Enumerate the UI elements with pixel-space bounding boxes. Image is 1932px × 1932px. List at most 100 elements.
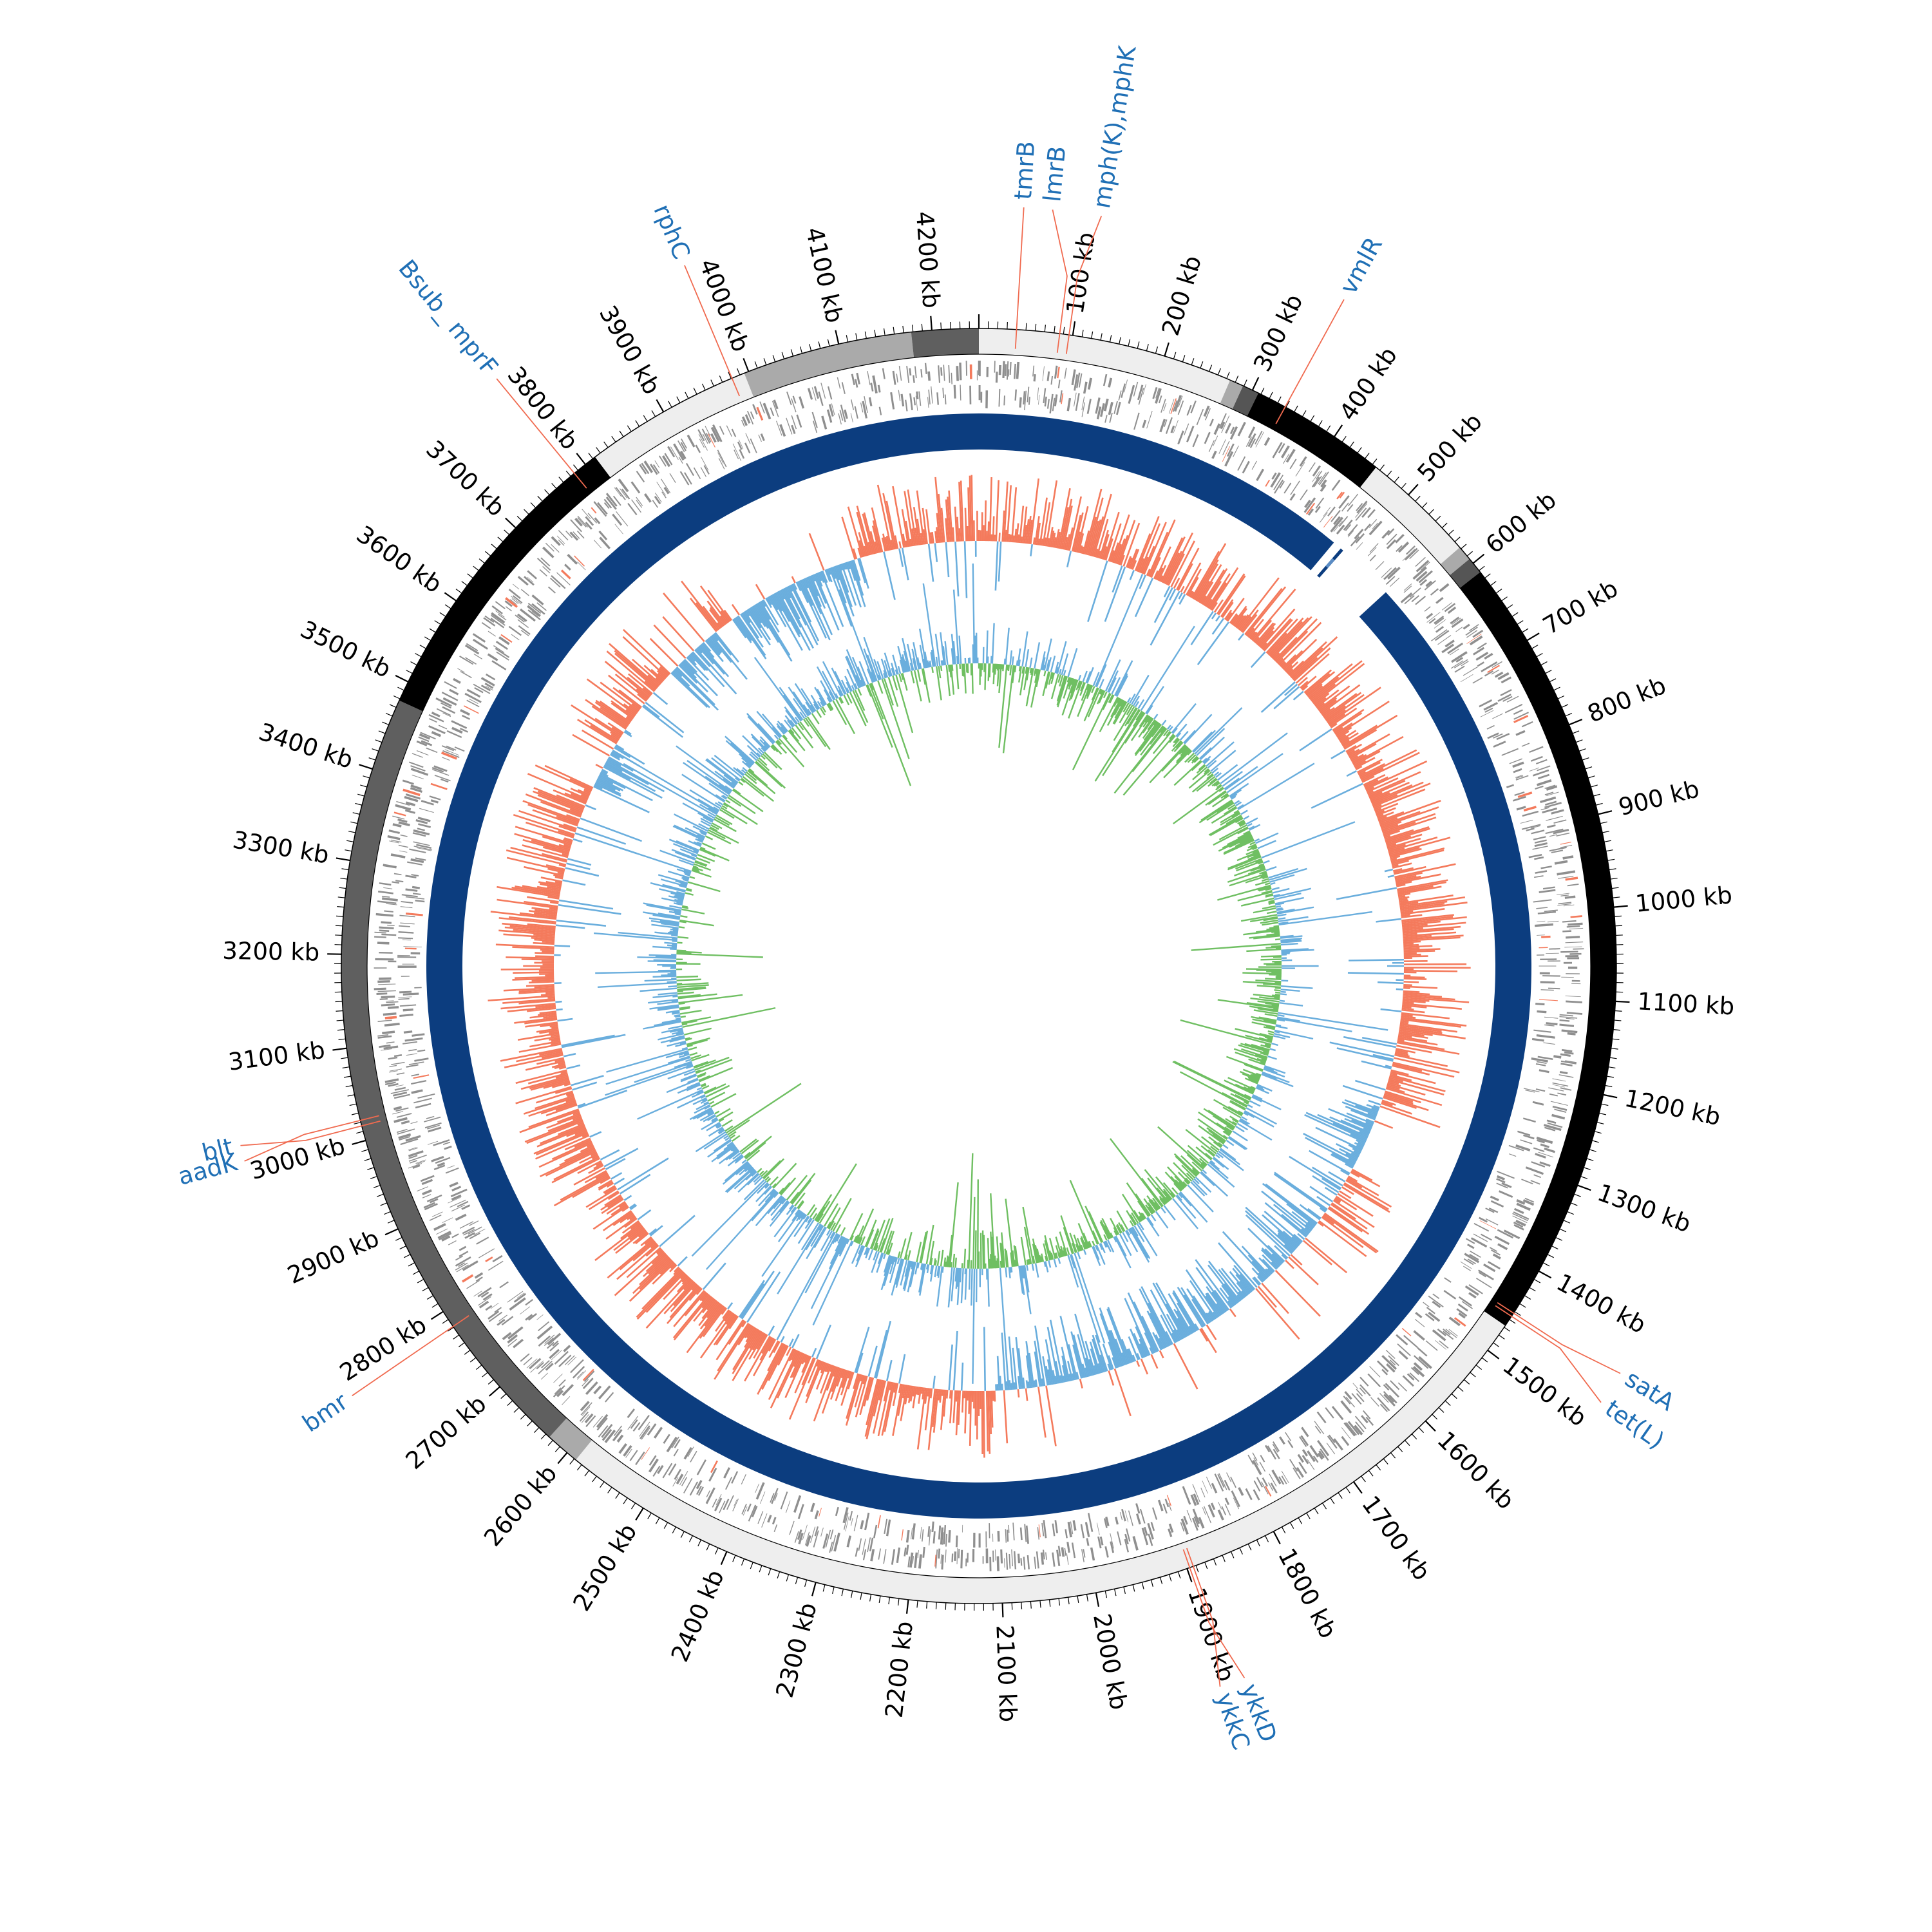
gc-skew-bar xyxy=(1198,1112,1231,1135)
feature-block xyxy=(455,1213,467,1221)
feature-block xyxy=(1302,1455,1309,1464)
gc-skew-bar xyxy=(772,1162,797,1189)
feature-block xyxy=(696,1459,706,1475)
feature-block xyxy=(821,415,828,430)
gc-content-bar xyxy=(1371,1107,1379,1112)
minor-tick xyxy=(1294,405,1298,412)
tick-label: 1800 kb xyxy=(1273,1544,1342,1643)
feature-block xyxy=(657,1464,664,1474)
feature-block xyxy=(397,965,417,968)
gc-content-bar xyxy=(1324,1186,1338,1196)
gc-content-bar xyxy=(1388,837,1438,852)
feature-block xyxy=(1544,909,1558,913)
gc-content-bar xyxy=(1091,516,1104,557)
gc-content-bar xyxy=(1042,502,1051,546)
gc-content-bar xyxy=(582,729,614,750)
gc-skew-bar xyxy=(1185,1128,1217,1155)
gc-skew-bar xyxy=(921,1263,924,1271)
feature-block xyxy=(772,1517,777,1525)
feature-block xyxy=(549,1349,560,1359)
gc-content-bar xyxy=(1005,529,1007,542)
gc-content-bar xyxy=(616,1243,658,1280)
tick-label: 700 kb xyxy=(1538,574,1622,640)
gc-content-bar xyxy=(1158,1338,1165,1349)
gc-skew-bar xyxy=(1186,1172,1194,1180)
feature-block xyxy=(410,1121,418,1124)
feature-block xyxy=(689,1481,699,1496)
minor-tick xyxy=(1561,704,1569,708)
gc-content-bar xyxy=(701,1296,712,1309)
feature-block xyxy=(421,740,433,746)
gc-skew-bar xyxy=(709,1101,715,1105)
feature-block xyxy=(520,1353,530,1362)
gc-content-bar xyxy=(518,989,555,992)
gc-content-bar xyxy=(1263,619,1293,652)
feature-block xyxy=(520,1306,531,1315)
feature-block xyxy=(1076,372,1081,388)
gc-skew-bar xyxy=(1247,853,1261,860)
gc-skew-bar xyxy=(804,1233,838,1294)
feature-block xyxy=(616,1434,624,1443)
gc-content-bar xyxy=(829,1365,834,1372)
feature-block xyxy=(1041,1522,1045,1537)
feature-block xyxy=(459,656,474,665)
feature-block xyxy=(592,1416,603,1428)
gc-content-bar xyxy=(1097,1363,1103,1374)
minor-tick xyxy=(1493,1342,1500,1347)
gc-content-bar xyxy=(699,1302,721,1330)
gc-skew-bar xyxy=(1151,724,1162,737)
gc-skew-bar xyxy=(929,1265,934,1282)
minor-tick xyxy=(1545,670,1552,674)
feature-block xyxy=(466,643,478,652)
gc-content-bar xyxy=(619,1240,655,1271)
gc-content-bar xyxy=(567,1094,574,1097)
gc-content-bar xyxy=(893,1383,897,1393)
feature-block xyxy=(1308,462,1316,473)
feature-block xyxy=(1561,976,1574,978)
feature-block xyxy=(433,1139,450,1146)
feature-block xyxy=(392,815,405,820)
gc-skew-bar xyxy=(1161,719,1167,726)
gc-content-bar xyxy=(788,585,793,592)
gc-content-bar xyxy=(929,1388,933,1399)
gc-skew-bar xyxy=(1256,1084,1273,1092)
feature-block xyxy=(948,365,951,383)
feature-block xyxy=(1009,361,1012,375)
gc-content-bar xyxy=(1389,848,1422,858)
minor-tick xyxy=(1330,1497,1335,1504)
feature-block xyxy=(726,425,732,437)
gc-skew-bar xyxy=(1056,667,1059,674)
feature-block xyxy=(935,1549,938,1569)
feature-block xyxy=(1311,477,1320,488)
feature-block xyxy=(945,1549,947,1563)
gc-skew-bar xyxy=(1077,684,1092,717)
gc-skew-bar xyxy=(1030,669,1040,708)
feature-block xyxy=(1412,1366,1425,1378)
gc-content-bar xyxy=(563,1053,576,1057)
gc-content-bar xyxy=(862,513,875,555)
gc-content-bar xyxy=(556,920,607,927)
minor-tick xyxy=(1609,1057,1617,1059)
gc-skew-bar xyxy=(1252,1095,1282,1110)
feature-block xyxy=(451,1233,459,1238)
feature-block xyxy=(513,1293,527,1303)
gc-content-bar xyxy=(1113,544,1122,564)
gc-skew-bar xyxy=(1099,679,1104,689)
gc-content-bar xyxy=(542,951,554,953)
gc-skew-bar xyxy=(819,1163,857,1224)
gc-skew-bar xyxy=(1213,1099,1243,1117)
contig-segment xyxy=(979,328,1231,404)
gc-skew-bar xyxy=(1177,1171,1190,1184)
gc-content-bar xyxy=(1104,538,1113,561)
gc-content-bar xyxy=(1238,1291,1245,1300)
gc-skew-bar xyxy=(1092,1230,1099,1245)
feature-block xyxy=(605,497,617,510)
gc-content-bar xyxy=(867,1345,878,1377)
feature-block xyxy=(1460,1261,1472,1269)
gc-skew-bar xyxy=(695,1131,726,1153)
minor-tick xyxy=(1418,1427,1425,1434)
gc-skew-bar xyxy=(1224,777,1240,790)
feature-block xyxy=(585,1415,596,1427)
gc-content-bar xyxy=(585,804,596,811)
gc-content-bar xyxy=(728,1316,739,1330)
